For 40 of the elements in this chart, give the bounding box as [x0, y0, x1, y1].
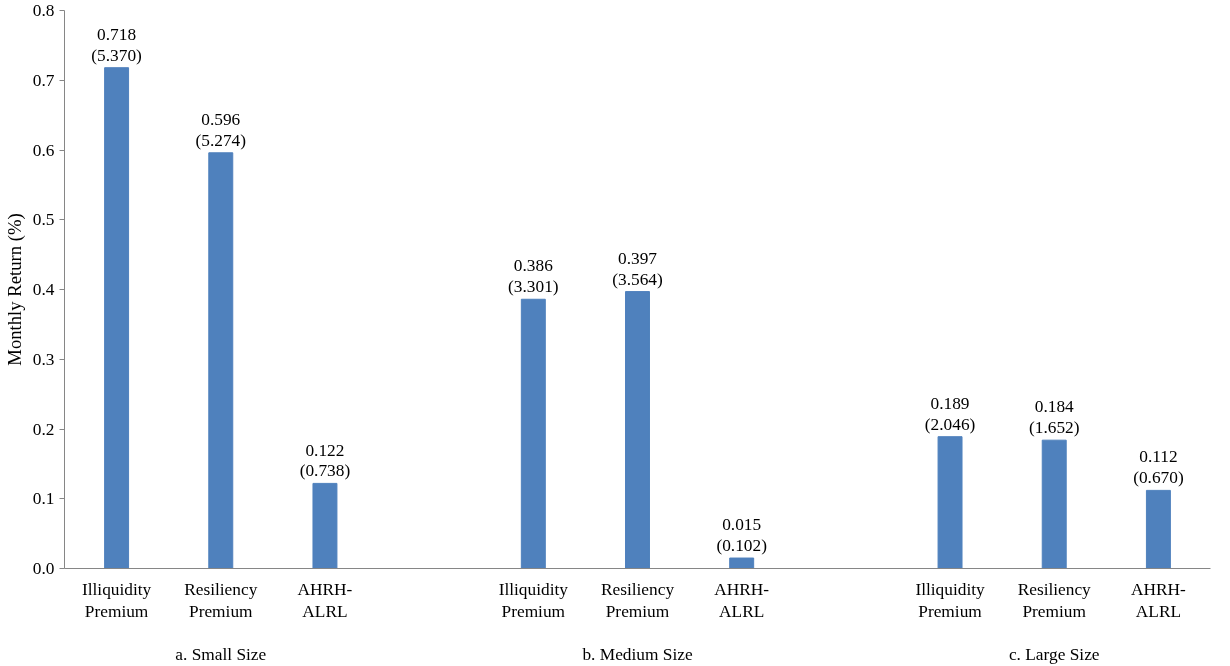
y-tick-label: 0.5: [32, 210, 55, 230]
x-tick-label: Resiliency Premium: [1017, 579, 1092, 622]
bar: [208, 152, 234, 569]
x-tick-label: Resiliency Premium: [184, 579, 258, 622]
y-tick-label: 0.6: [32, 140, 55, 160]
y-axis-title: Monthly Return (%): [3, 213, 26, 366]
data-label: 0.122 (0.738): [299, 440, 351, 481]
data-label: 0.397 (3.564): [612, 248, 663, 289]
y-tick-label: 0.0: [32, 559, 55, 578]
bar: [1145, 489, 1171, 569]
y-tick-label: 0.1: [32, 489, 55, 509]
text: b. Medium Size: [582, 644, 693, 664]
data-label: 0.596 (5.274): [195, 109, 247, 150]
x-tick-label: Resiliency Premium: [600, 579, 675, 622]
data-label: 0.189 (2.046): [924, 393, 976, 434]
data-label: 0.718 (5.370): [91, 24, 143, 65]
bar: [937, 436, 963, 569]
data-label: 0.112 (0.670): [1133, 447, 1184, 488]
x-tick-label: AHRH- ALRL: [297, 579, 353, 622]
x-tick-label: AHRH- ALRL: [1130, 579, 1187, 622]
x-tick-label: AHRH- ALRL: [714, 579, 770, 622]
y-tick-label: 0.2: [32, 419, 55, 439]
text: c. Large Size: [1008, 644, 1100, 664]
bar: [312, 482, 338, 569]
y-tick-label: 0.7: [32, 70, 55, 90]
x-tick-label: Illiquidity Premium: [915, 579, 986, 622]
bar: [520, 298, 546, 569]
text: a. Small Size: [175, 644, 267, 664]
y-tick-label: 0.3: [32, 349, 55, 369]
x-tick-label: Illiquidity Premium: [498, 579, 569, 622]
bar: [729, 557, 755, 569]
x-tick-label: Illiquidity Premium: [81, 579, 152, 622]
y-tick-label: 0.4: [32, 280, 55, 299]
data-label: 0.386 (3.301): [508, 256, 559, 297]
y-tick-label: 0.8: [32, 1, 55, 20]
data-label: 0.015 (0.102): [716, 515, 768, 556]
bar: [1041, 439, 1067, 569]
data-label: 0.184 (1.652): [1028, 397, 1080, 438]
bar: [104, 67, 130, 569]
bar: [625, 291, 650, 569]
